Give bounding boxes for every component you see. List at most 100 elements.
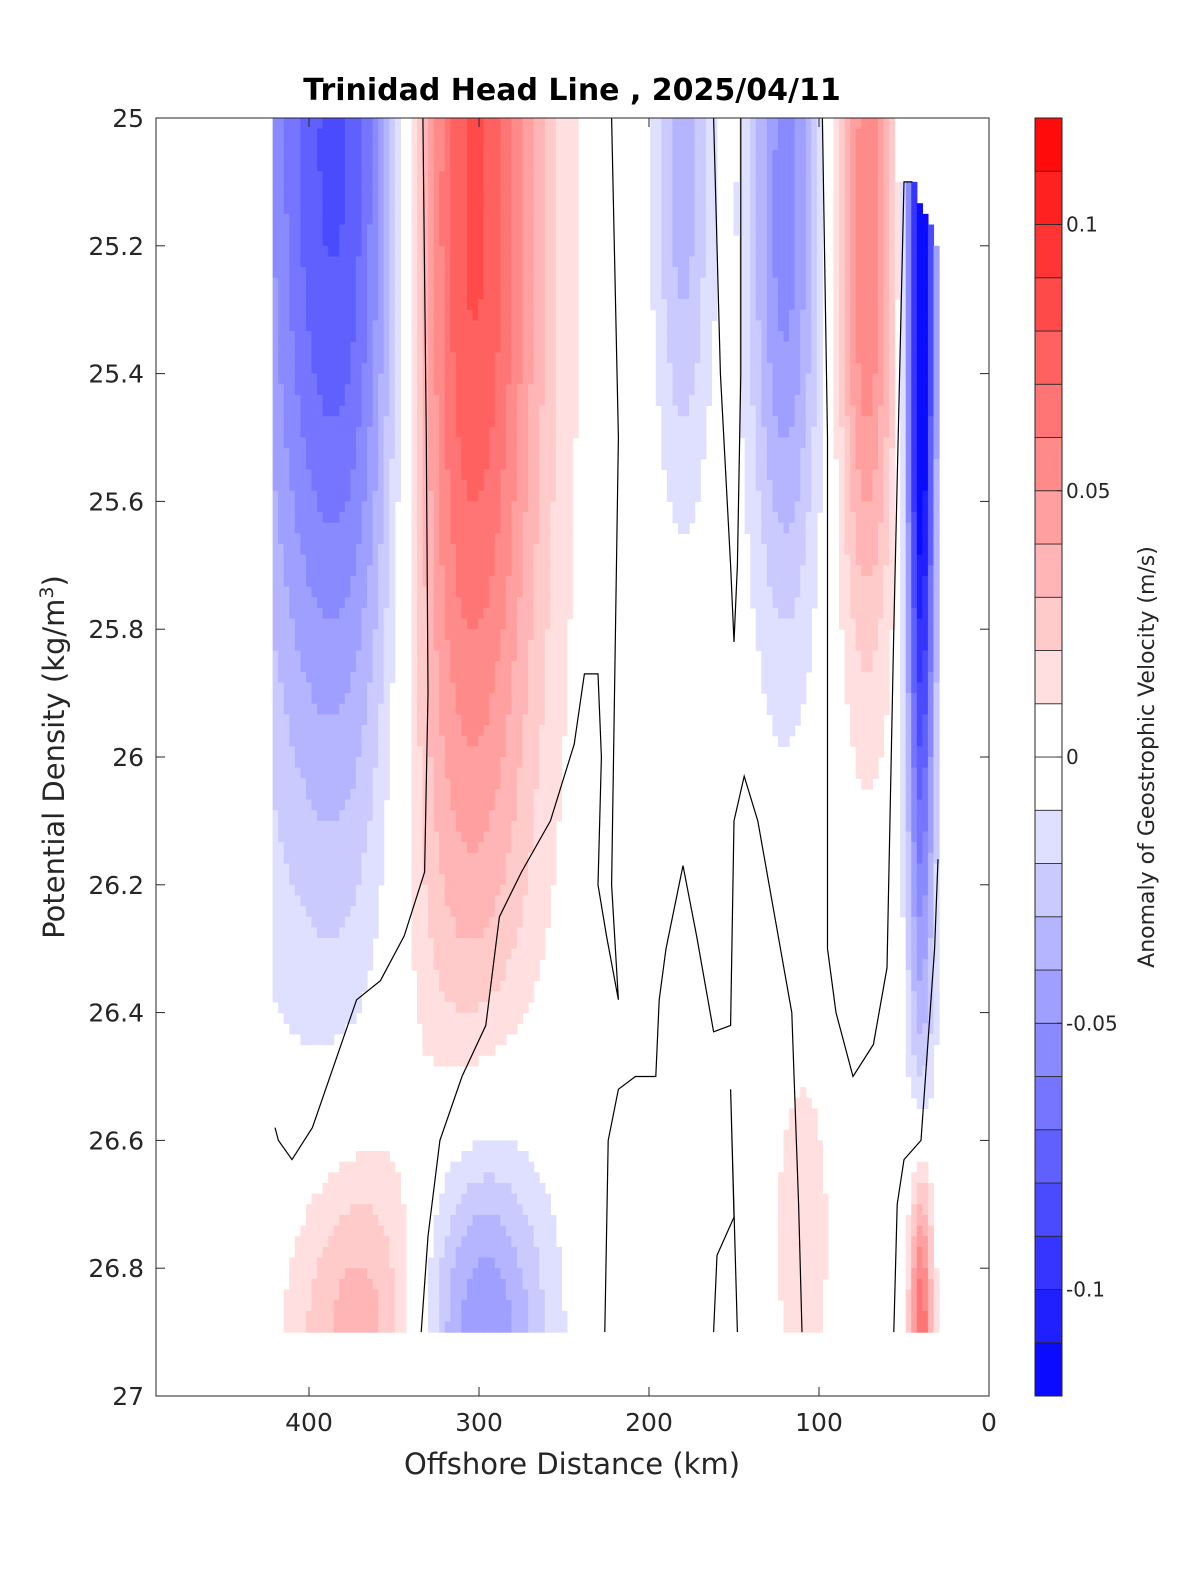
field-cell-3269: [483, 480, 490, 492]
field-cell-3827: [283, 554, 290, 566]
field-cell-3477: [805, 501, 812, 513]
field-cell-2770: [905, 416, 912, 428]
field-cell-2788: [339, 426, 346, 439]
field-cell-3448: [494, 501, 501, 513]
field-cell-3937: [466, 565, 474, 577]
field-cell-1676: [566, 299, 574, 311]
field-cell-2404: [317, 384, 324, 396]
field-cell-2408: [339, 384, 346, 396]
field-cell-1843: [411, 320, 418, 332]
field-cell-1434: [311, 277, 318, 289]
field-cell-1351: [411, 267, 418, 279]
field-cell-1261: [461, 256, 468, 268]
field-cell-1980: [744, 331, 751, 343]
field-cell-3567: [850, 512, 857, 524]
field-cell-3589: [311, 522, 318, 534]
field-cell-3372: [561, 490, 568, 502]
field-cell-358: [861, 149, 868, 162]
field-cell-2065: [655, 341, 662, 353]
field-cell-918: [844, 213, 851, 226]
field-cell-4134: [872, 586, 879, 598]
field-cell-1010: [800, 224, 807, 236]
field-cell-956: [411, 224, 418, 236]
field-cell-1593: [750, 288, 757, 300]
field-cell-4023: [500, 575, 507, 588]
field-cell-4767: [361, 682, 368, 694]
field-cell-2410: [350, 384, 357, 396]
field-cell-4113: [555, 586, 562, 598]
field-cell-930: [911, 213, 918, 226]
field-cell-2576: [866, 394, 873, 407]
field-cell-2926: [683, 437, 690, 449]
field-cell-4406: [433, 629, 440, 641]
field-cell-2766: [877, 416, 885, 428]
field-cell-640: [905, 181, 912, 194]
field-cell-3410: [933, 490, 940, 502]
field-cell-3569: [861, 512, 868, 524]
field-cell-3475: [794, 501, 801, 513]
field-cell-556: [328, 181, 335, 194]
field-cell-2917: [544, 437, 551, 449]
field-cell-1353: [422, 267, 429, 279]
field-cell-4860: [500, 693, 507, 705]
field-cell-4632: [444, 661, 451, 673]
field-cell-318: [533, 149, 540, 162]
field-cell-4558: [444, 650, 451, 662]
field-cell-4946: [783, 703, 790, 715]
field-cell-1992: [811, 331, 818, 343]
field-cell-3370: [550, 490, 557, 502]
field-cell-3327: [300, 490, 307, 502]
field-cell-2736: [666, 416, 674, 428]
field-cell-4713: [483, 671, 490, 684]
field-cell-2033: [389, 341, 396, 353]
field-cell-2862: [889, 426, 896, 439]
field-cell-3673: [317, 533, 324, 545]
field-cell-4264: [505, 607, 513, 620]
field-cell-2042: [450, 341, 457, 353]
field-cell-4508: [772, 639, 779, 652]
field-cell-2863: [900, 426, 907, 439]
field-cell-3291: [744, 480, 751, 492]
field-cell-151: [689, 128, 696, 140]
field-cell-770: [461, 203, 468, 215]
field-cell-2944: [833, 437, 840, 449]
field-cell-952: [378, 224, 385, 236]
field-cell-1521: [911, 277, 918, 289]
field-cell-1089: [672, 235, 679, 247]
field-cell-3199: [683, 469, 690, 481]
field-cell-4363: [839, 618, 846, 630]
field-cell-308: [478, 149, 485, 162]
field-cell-4044: [794, 575, 801, 588]
field-cell-1812: [889, 309, 896, 321]
field-cell-2092: [844, 341, 851, 353]
field-cell-4961: [927, 703, 935, 715]
field-cell-1301: [777, 256, 785, 268]
field-cell-191: [322, 139, 329, 151]
field-cell-3149: [300, 469, 307, 481]
field-cell-3742: [922, 533, 929, 545]
field-cell-2228: [417, 362, 424, 375]
field-cell-3790: [539, 544, 546, 556]
field-cell-2574: [855, 394, 862, 407]
field-cell-1034: [283, 235, 290, 247]
field-cell-4145: [272, 597, 279, 609]
field-cell-4527: [922, 639, 929, 652]
field-cell-3624: [522, 522, 529, 534]
field-cell-798: [689, 203, 696, 215]
field-cell-2459: [739, 384, 746, 396]
field-cell-792: [655, 203, 662, 215]
field-cell-4563: [472, 650, 479, 662]
field-cell-943: [328, 224, 335, 236]
field-cell-3953: [555, 565, 562, 577]
field-cell-1107: [794, 235, 801, 247]
field-cell-3627: [539, 522, 546, 534]
field-cell-4680: [283, 671, 290, 684]
field-cell-3109: [678, 458, 685, 471]
field-cell-2085: [794, 341, 801, 353]
field-cell-3613: [461, 522, 468, 534]
field-cell-2012: [272, 341, 279, 353]
field-cell-3595: [344, 522, 351, 534]
field-cell-3088: [472, 458, 479, 471]
field-cell-3556: [766, 512, 774, 524]
field-cell-3910: [300, 565, 307, 577]
